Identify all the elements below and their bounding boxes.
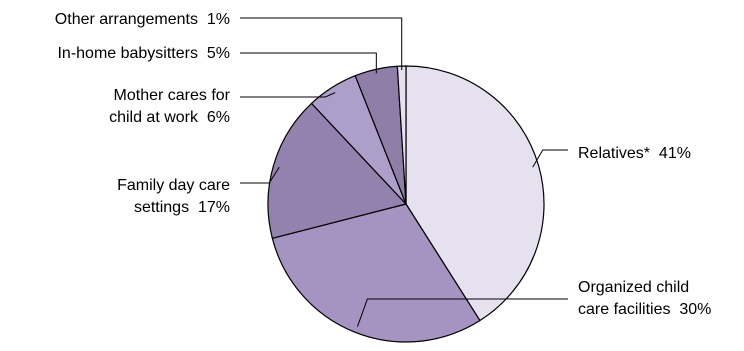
slice-percent: 1% — [198, 11, 230, 28]
slice-percent: 30% — [670, 301, 711, 318]
slice-percent: 17% — [189, 199, 230, 216]
slice-label-text: Mother cares for — [114, 87, 231, 104]
slice-percent: 6% — [198, 109, 230, 126]
leader-line-0 — [532, 149, 568, 168]
leader-line-2 — [240, 166, 280, 184]
slice-label-text: Other arrangements — [55, 11, 198, 28]
slice-label-5-line-0: Other arrangements 1% — [55, 11, 230, 28]
slice-label-3-line-1: child at work 6% — [109, 109, 230, 126]
slice-percent: 5% — [198, 45, 230, 62]
leader-line-1 — [356, 298, 568, 327]
leader-line-3 — [240, 92, 336, 98]
pie-slice-0 — [405, 65, 545, 322]
slice-label-text: In-home babysitters — [57, 45, 198, 62]
slice-percent: 41% — [650, 145, 691, 162]
slice-label-text: child at work — [109, 109, 199, 126]
slice-label-4-line-0: In-home babysitters 5% — [57, 45, 230, 62]
slice-label-2-line-0: Family day care — [117, 177, 230, 194]
slice-label-text: Organized child — [578, 279, 689, 296]
pie-slice-1 — [271, 203, 481, 343]
slice-label-1-line-0: Organized child — [578, 279, 689, 296]
slice-label-0-line-0: Relatives* 41% — [578, 145, 691, 162]
pie-slices — [267, 65, 545, 343]
slice-label-text: Family day care — [117, 177, 230, 194]
slice-label-text: Relatives* — [578, 145, 650, 162]
slice-label-text: settings — [134, 199, 189, 216]
slice-label-text: care facilities — [578, 301, 670, 318]
slice-label-2-line-1: settings 17% — [134, 199, 230, 216]
pie-slice-2 — [267, 102, 407, 239]
slice-label-1-line-1: care facilities 30% — [578, 301, 711, 318]
leader-line-4 — [240, 52, 377, 74]
leader-line-5 — [240, 17, 403, 71]
slice-labels: Relatives* 41% Organized child care facili… — [55, 11, 712, 318]
leader-lines — [240, 17, 568, 327]
slice-label-3-line-0: Mother cares for — [114, 87, 231, 104]
